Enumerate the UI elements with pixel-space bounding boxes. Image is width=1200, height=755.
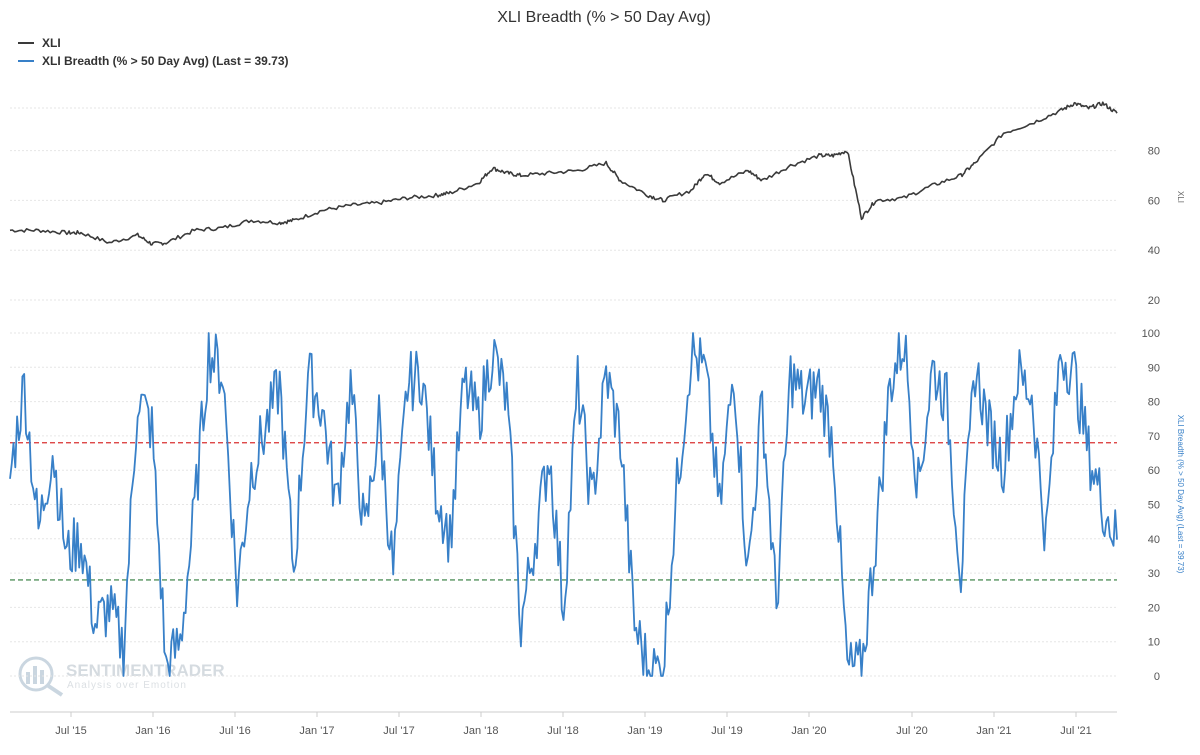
series-line-breadth [9,332,1118,677]
axis-layer: 20 40 60 80 0 10 20 30 40 50 60 70 80 90 100 Jul '15 Jan… [10,146,1160,737]
x-axis-tick-label: Jan '17 [299,725,334,737]
legend-label-breadth: XLI Breadth (% > 50 Day Avg) (Last = 39.… [42,54,289,68]
x-axis-tick-label: Jan '16 [135,725,170,737]
watermark-tagline: Analysis over Emotion [67,680,187,691]
breadth-y-tick-label: 70 [1148,431,1160,443]
reference-lines [10,442,1117,581]
x-axis-tick-label: Jan '20 [791,725,826,737]
x-axis-tick-label: Jan '19 [627,725,662,737]
breadth-y-tick-label: 80 [1148,397,1160,409]
watermark: SENTIMENTRADER Analysis over Emotion [18,656,225,697]
breadth-y-tick-label: 90 [1148,362,1160,374]
x-axis-tick-label: Jul '21 [1060,725,1091,737]
x-axis-tick-label: Jan '21 [976,725,1011,737]
y-axis-label-breadth: XLI Breadth (% > 50 Day Avg) (Last = 39.… [1176,415,1185,574]
breadth-y-tick-label: 20 [1148,602,1160,614]
chart-title: XLI Breadth (% > 50 Day Avg) [497,9,711,26]
x-axis-tick-label: Jul '16 [219,725,250,737]
x-axis-tick-label: Jul '17 [383,725,414,737]
watermark-logo-icon [18,656,64,697]
x-axis-tick-label: Jul '20 [896,725,927,737]
legend-label-xli: XLI [42,36,61,50]
breadth-y-tick-label: 60 [1148,465,1160,477]
x-axis-tick-label: Jul '19 [711,725,742,737]
breadth-y-tick-label: 10 [1148,637,1160,649]
breadth-y-tick-label: 50 [1148,500,1160,512]
breadth-y-tick-label: 0 [1154,671,1160,683]
breadth-y-tick-label: 100 [1142,328,1160,340]
x-axis-tick-label: Jan '18 [463,725,498,737]
watermark-name: SENTIMENTRADER [66,661,225,680]
price-y-tick-label: 20 [1148,295,1160,307]
price-y-tick-label: 40 [1148,245,1160,257]
legend-item-xli[interactable]: XLI [18,36,61,50]
grid-layer [10,107,1117,677]
price-y-tick-label: 80 [1148,146,1160,158]
price-y-tick-label: 60 [1148,195,1160,207]
breadth-y-tick-label: 40 [1148,534,1160,546]
x-axis-tick-label: Jul '18 [547,725,578,737]
breadth-y-tick-label: 30 [1148,568,1160,580]
y-axis-label-price: XLI [1176,191,1185,203]
legend-item-breadth[interactable]: XLI Breadth (% > 50 Day Avg) (Last = 39.… [18,54,289,68]
series-line-xli [9,101,1118,246]
x-axis-tick-label: Jul '15 [55,725,86,737]
series-layer [9,101,1118,677]
legend: XLI XLI Breadth (% > 50 Day Avg) (Last =… [18,36,289,68]
